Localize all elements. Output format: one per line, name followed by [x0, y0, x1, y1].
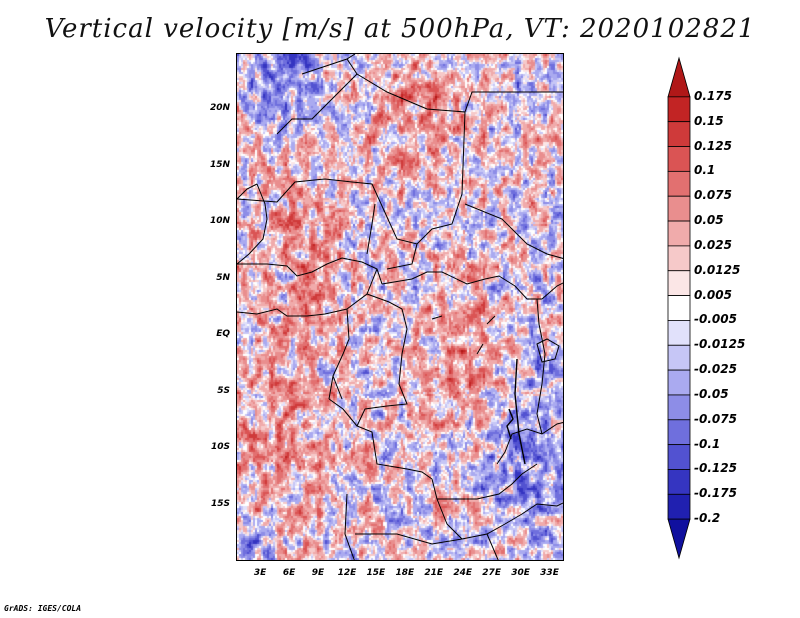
colorbar-swatch: [667, 270, 691, 296]
lat-tick-label: EQ: [216, 329, 230, 340]
lat-tick-label: 20N: [209, 103, 230, 114]
colorbar-label: 0.0125: [694, 262, 741, 277]
colorbar-label: -0.125: [694, 461, 737, 476]
colorbar-label: 0.05: [694, 213, 724, 228]
colorbar-swatch: [667, 245, 691, 272]
colorbar-label: -0.1: [694, 436, 721, 451]
country-borders: [237, 54, 563, 560]
lon-tick-label: 6E: [282, 568, 296, 578]
colorbar-label: 0.005: [694, 287, 732, 302]
colorbar-label: -0.05: [694, 386, 729, 401]
colorbar-swatch: [667, 419, 691, 446]
lon-tick-label: 27E: [482, 568, 501, 578]
colorbar-swatch: [667, 344, 691, 371]
colorbar-swatch: [667, 195, 691, 222]
colorbar-swatch: [667, 121, 691, 147]
lon-tick-label: 33E: [540, 568, 559, 578]
lon-tick-label: 9E: [311, 568, 325, 578]
colorbar-label: -0.2: [694, 511, 721, 526]
colorbar-swatch: [667, 469, 691, 495]
lon-tick-label: 12E: [337, 568, 357, 578]
colorbar-label: -0.075: [694, 411, 737, 426]
lon-tick-label: 18E: [395, 568, 415, 578]
lat-tick-label: 5N: [216, 272, 230, 283]
colorbar: [667, 56, 691, 560]
lat-tick-label: 15S: [210, 498, 230, 509]
colorbar-swatch: [667, 146, 691, 172]
colorbar-swatch: [667, 444, 691, 470]
lat-tick-label: 10S: [210, 442, 230, 453]
colorbar-label: 0.175: [694, 88, 732, 103]
lat-tick-label: 15N: [209, 159, 230, 170]
lon-tick-label: 3E: [253, 568, 267, 578]
map-panel: [236, 53, 564, 561]
colorbar-swatch: [667, 295, 691, 321]
colorbar-swatch: [667, 220, 691, 247]
lon-tick-label: 15E: [366, 568, 386, 578]
colorbar-label: -0.175: [694, 486, 737, 501]
colorbar-label: -0.025: [694, 362, 737, 377]
colorbar-label: -0.0125: [694, 337, 746, 352]
colorbar-label: 0.025: [694, 237, 732, 252]
colorbar-label: -0.005: [694, 312, 737, 327]
colorbar-swatch: [667, 394, 691, 421]
colorbar-label: 0.15: [694, 113, 724, 128]
velocity-field: [237, 54, 563, 560]
colorbar-label: 0.125: [694, 138, 732, 153]
lon-tick-label: 21E: [424, 568, 444, 578]
lat-tick-label: 5S: [217, 385, 230, 396]
chart-title: Vertical velocity [m/s] at 500hPa, VT: 2…: [44, 14, 756, 44]
lon-tick-label: 30E: [511, 568, 530, 578]
colorbar-label: 0.1: [694, 163, 716, 178]
colorbar-label: 0.075: [694, 188, 732, 203]
lat-tick-label: 10N: [209, 216, 230, 227]
colorbar-swatch: [667, 56, 691, 98]
lon-tick-label: 24E: [453, 568, 473, 578]
colorbar-swatch: [667, 170, 691, 197]
colorbar-swatch: [667, 493, 691, 520]
colorbar-swatch: [667, 320, 691, 346]
colorbar-swatch: [667, 518, 691, 560]
colorbar-swatch: [667, 96, 691, 123]
colorbar-swatch: [667, 369, 691, 396]
grads-credit: GrADS: IGES/COLA: [4, 604, 82, 613]
